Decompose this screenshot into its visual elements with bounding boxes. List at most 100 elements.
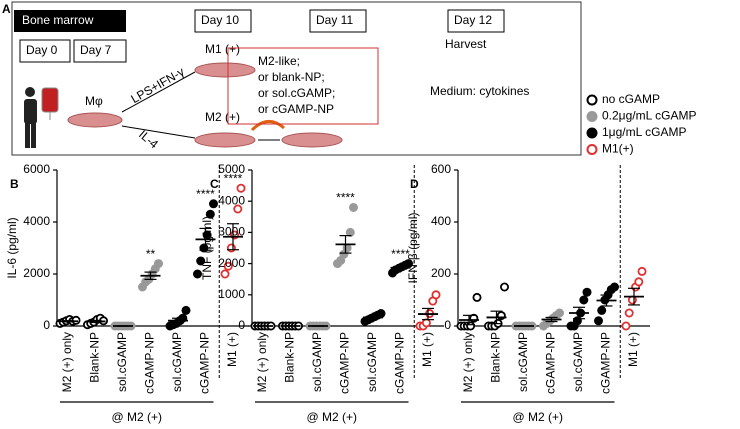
y-axis-title: TNF (pg/ml) bbox=[200, 216, 214, 280]
y-tick-label: 200 bbox=[431, 266, 451, 280]
day: Day 10 bbox=[201, 13, 239, 27]
x-tick-label: sol.cGAMP bbox=[571, 332, 585, 392]
x-tick-label: M1 (+) bbox=[225, 332, 239, 367]
bone-marrow: Bone marrow bbox=[22, 13, 94, 27]
treatment: or sol.cGAMP; bbox=[258, 86, 335, 100]
data-point bbox=[637, 266, 647, 276]
y-tick-label: 4000 bbox=[23, 214, 50, 228]
x-tick-label: M2 (+) only bbox=[461, 332, 475, 392]
data-point bbox=[233, 204, 243, 214]
person-icon bbox=[25, 122, 30, 148]
day-box bbox=[73, 39, 127, 63]
y-axis-title: IFN-β (pg/ml) bbox=[406, 213, 420, 284]
y-tick-label: 400 bbox=[431, 214, 451, 228]
y-tick-label: 0 bbox=[43, 318, 50, 332]
day-box bbox=[19, 39, 71, 63]
treatment: M2-like; bbox=[258, 54, 300, 68]
panel-label: C bbox=[210, 177, 219, 191]
m2-label: M2 (+) bbox=[205, 110, 240, 124]
harvest: Harvest bbox=[445, 37, 487, 51]
data-point bbox=[196, 256, 206, 266]
legend-marker bbox=[586, 127, 598, 139]
x-tick-label: sol.cGAMP bbox=[516, 332, 530, 392]
person-icon bbox=[25, 87, 35, 97]
data-point bbox=[226, 243, 236, 253]
data-point bbox=[181, 305, 191, 315]
arrow bbox=[121, 71, 196, 113]
day-box bbox=[447, 9, 505, 33]
x-tick-label: sol.cGAMP bbox=[170, 332, 184, 392]
x-tick-label: M1 (+) bbox=[626, 332, 640, 367]
x-tick-label: sol.cGAMP bbox=[310, 332, 324, 392]
data-point bbox=[348, 202, 358, 212]
significance: **** bbox=[224, 171, 243, 185]
data-point bbox=[624, 308, 634, 318]
legend-label: 0.2μg/mL cGAMP bbox=[602, 109, 697, 123]
significance: ** bbox=[146, 247, 156, 261]
day-box bbox=[309, 9, 367, 33]
day: Day 11 bbox=[316, 13, 353, 27]
y-tick-label: 0 bbox=[444, 318, 451, 332]
data-point bbox=[594, 316, 604, 326]
data-point bbox=[499, 282, 509, 292]
y-tick-label: 2000 bbox=[23, 266, 50, 280]
legend-label: M1(+) bbox=[602, 142, 634, 156]
person-icon bbox=[24, 99, 37, 124]
data-point bbox=[421, 318, 431, 328]
data-point bbox=[205, 209, 215, 219]
panel-label: B bbox=[10, 177, 19, 191]
x-tick-label: cGAMP-NP bbox=[393, 332, 407, 394]
y-tick-label: 4000 bbox=[218, 193, 245, 207]
data-point bbox=[597, 305, 607, 315]
day: Day 12 bbox=[454, 13, 492, 27]
x-tick-label: Blank-NP bbox=[489, 332, 503, 383]
legend: no cGAMP 0.2μg/mL cGAMP 1μg/mL cGAMP M1(+) bbox=[586, 92, 697, 156]
group-label: @ M2 (+) bbox=[512, 410, 563, 424]
data-point bbox=[555, 308, 565, 318]
dish bbox=[67, 112, 123, 128]
x-tick-label: M2 (+) only bbox=[60, 332, 74, 392]
data-point bbox=[582, 287, 592, 297]
x-tick-label: cGAMP-NP bbox=[338, 332, 352, 394]
data-point bbox=[153, 259, 163, 269]
person-icon bbox=[31, 122, 36, 148]
y-tick-label: 3000 bbox=[218, 225, 245, 239]
data-point bbox=[431, 290, 441, 300]
significance: **** bbox=[196, 187, 215, 201]
treatment: or blank-NP; bbox=[258, 70, 325, 84]
panel-label: A bbox=[2, 2, 11, 16]
day-box bbox=[194, 9, 252, 33]
x-tick-label: Blank-NP bbox=[283, 332, 297, 383]
data-point bbox=[192, 269, 202, 279]
data-point bbox=[466, 321, 476, 331]
transfer-arrow bbox=[250, 120, 285, 132]
schematic-frame bbox=[11, 1, 582, 156]
dish bbox=[194, 62, 256, 78]
data-point bbox=[223, 261, 233, 271]
x-tick-label: M2 (+) only bbox=[255, 332, 269, 392]
treatment-box bbox=[227, 47, 379, 125]
significance: **** bbox=[391, 247, 410, 261]
dish bbox=[194, 132, 256, 148]
group-label: @ M2 (+) bbox=[306, 410, 357, 424]
significance: **** bbox=[336, 191, 355, 205]
y-axis-title: IL-6 (pg/ml) bbox=[5, 217, 19, 278]
x-tick-label: cGAMP-NP bbox=[544, 332, 558, 394]
y-tick-label: 2000 bbox=[218, 256, 245, 270]
arrow bbox=[121, 125, 196, 139]
schematic: A Bone marrow Day 0 Day 7 Day 10 Day 11 … bbox=[2, 1, 582, 156]
dish bbox=[281, 132, 343, 148]
il4-label: IL-4 bbox=[136, 127, 161, 151]
bone-marrow-box bbox=[14, 10, 126, 32]
x-tick-label: sol.cGAMP bbox=[365, 332, 379, 392]
day: Day 0 bbox=[26, 43, 58, 57]
legend-label: no cGAMP bbox=[602, 92, 660, 106]
data-point bbox=[342, 243, 352, 253]
blood-bag bbox=[41, 87, 59, 113]
data-point bbox=[610, 282, 620, 292]
data-point bbox=[579, 295, 589, 305]
legend-label: 1μg/mL cGAMP bbox=[602, 125, 687, 139]
y-tick-label: 0 bbox=[238, 318, 245, 332]
data-point bbox=[621, 321, 631, 331]
